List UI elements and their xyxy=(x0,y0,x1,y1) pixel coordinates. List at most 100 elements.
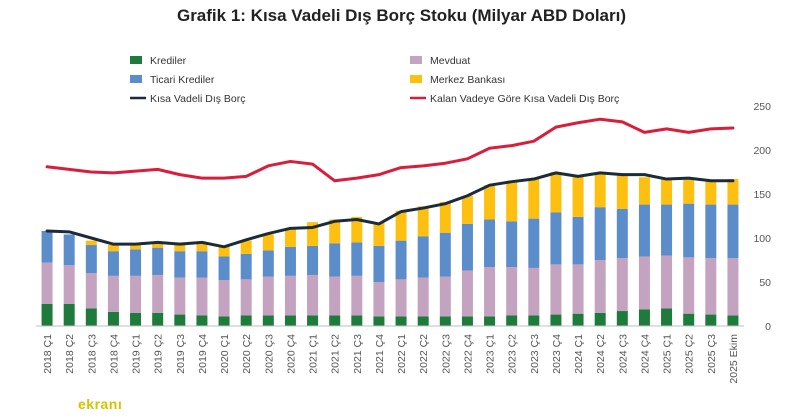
bar-0-29 xyxy=(683,313,695,326)
x-tick-label-17: 2022 Ç2 xyxy=(418,334,430,374)
bar-3-7 xyxy=(196,242,208,252)
bar-0-7 xyxy=(196,315,208,326)
bar-1-25 xyxy=(594,260,606,313)
chart-title: Grafik 1: Kısa Vadeli Dış Borç Stoku (Mi… xyxy=(176,6,627,25)
bar-1-26 xyxy=(616,258,628,312)
bar-2-4 xyxy=(130,249,142,276)
x-tick-label-25: 2024 Ç2 xyxy=(595,334,607,374)
legend-label-4: Kısa Vadeli Dış Borç xyxy=(150,93,246,105)
bar-2-25 xyxy=(594,207,606,260)
lines xyxy=(45,117,735,249)
bar-0-10 xyxy=(262,315,274,326)
bar-3-12 xyxy=(307,222,319,246)
bar-2-0 xyxy=(41,230,53,263)
x-tick-label-13: 2021 Ç2 xyxy=(330,334,342,374)
bar-0-25 xyxy=(594,312,606,326)
bar-0-13 xyxy=(329,315,341,326)
bar-2-14 xyxy=(351,242,363,276)
bar-1-10 xyxy=(262,276,274,316)
bar-2-27 xyxy=(638,204,650,257)
x-tick-label-24: 2024 Ç1 xyxy=(573,334,585,374)
bar-1-2 xyxy=(85,273,97,309)
bar-3-26 xyxy=(616,173,628,209)
bar-2-28 xyxy=(661,204,673,256)
bar-2-3 xyxy=(107,251,119,276)
bar-0-8 xyxy=(218,316,230,326)
x-tick-label-8: 2020 Ç1 xyxy=(219,334,231,374)
x-tick-label-18: 2022 Ç3 xyxy=(440,334,452,374)
bar-1-16 xyxy=(395,279,407,317)
legend-swatch-3 xyxy=(410,75,422,83)
bar-2-26 xyxy=(616,208,628,259)
legend-label-2: Ticari Krediler xyxy=(150,74,215,86)
bar-0-12 xyxy=(307,315,319,326)
bar-2-22 xyxy=(528,218,540,268)
bar-2-20 xyxy=(484,219,496,268)
bar-1-29 xyxy=(683,257,695,314)
bar-0-0 xyxy=(41,304,53,326)
bar-3-11 xyxy=(284,228,296,247)
bar-1-15 xyxy=(373,282,385,317)
bar-1-7 xyxy=(196,277,208,316)
bar-2-18 xyxy=(439,232,451,277)
bar-1-11 xyxy=(284,275,296,316)
x-tick-label-0: 2018 Ç1 xyxy=(42,334,54,374)
legend-swatch-2 xyxy=(130,75,142,83)
legend-label-3: Merkez Bankası xyxy=(430,74,505,86)
bar-1-3 xyxy=(107,275,119,312)
x-tick-label-30: 2025 Ç3 xyxy=(706,334,718,374)
x-tick-label-28: 2025 Ç1 xyxy=(662,334,674,374)
bar-2-1 xyxy=(63,234,75,266)
y-tick-label-4: 200 xyxy=(753,145,771,157)
watermark-logo: ekranı xyxy=(78,396,123,412)
bar-1-13 xyxy=(329,276,341,316)
x-tick-label-27: 2024 Ç4 xyxy=(639,334,651,374)
bar-2-8 xyxy=(218,256,230,281)
bar-3-22 xyxy=(528,179,540,219)
bar-0-23 xyxy=(550,314,562,326)
legend-label-1: Mevduat xyxy=(430,55,470,67)
bar-2-21 xyxy=(506,221,518,268)
bar-2-7 xyxy=(196,251,208,278)
bar-1-14 xyxy=(351,275,363,316)
bar-3-21 xyxy=(506,180,518,222)
x-tick-label-19: 2022 Ç4 xyxy=(462,334,474,374)
bar-2-17 xyxy=(417,236,429,278)
bar-3-8 xyxy=(218,245,230,257)
y-tick-label-2: 100 xyxy=(753,233,771,245)
bar-3-9 xyxy=(240,240,252,254)
bar-3-27 xyxy=(638,177,650,205)
bar-0-9 xyxy=(240,315,252,326)
bar-1-23 xyxy=(550,264,562,315)
x-tick-label-26: 2024 Ç3 xyxy=(617,334,629,374)
x-tick-label-31: 2025 Ekim xyxy=(728,334,740,384)
bar-0-3 xyxy=(107,311,119,326)
x-tick-label-6: 2019 Ç3 xyxy=(175,334,187,374)
legend-label-5: Kalan Vadeye Göre Kısa Vadeli Dış Borç xyxy=(430,93,619,105)
x-tick-label-20: 2023 Ç1 xyxy=(485,334,497,374)
bar-1-1 xyxy=(63,265,75,304)
bar-1-22 xyxy=(528,267,540,316)
bar-1-4 xyxy=(130,275,142,313)
bar-0-14 xyxy=(351,315,363,326)
bar-0-27 xyxy=(638,309,650,326)
bar-2-9 xyxy=(240,253,252,280)
bar-3-10 xyxy=(262,234,274,251)
bar-0-21 xyxy=(506,315,518,326)
bar-2-29 xyxy=(683,203,695,258)
bar-3-6 xyxy=(174,242,186,252)
bar-0-16 xyxy=(395,316,407,326)
bar-0-24 xyxy=(572,313,584,326)
bar-1-6 xyxy=(174,277,186,315)
bar-3-13 xyxy=(329,219,341,244)
bar-0-17 xyxy=(417,316,429,326)
bar-0-19 xyxy=(461,316,473,326)
bar-3-29 xyxy=(683,178,695,204)
legend: Krediler Mevduat Ticari Krediler Merkez Ban… xyxy=(130,55,619,105)
x-tick-label-1: 2018 Ç2 xyxy=(64,334,76,374)
bar-3-25 xyxy=(594,172,606,208)
x-tick-label-22: 2023 Ç3 xyxy=(529,334,541,374)
bar-3-14 xyxy=(351,216,363,243)
bar-1-8 xyxy=(218,280,230,317)
